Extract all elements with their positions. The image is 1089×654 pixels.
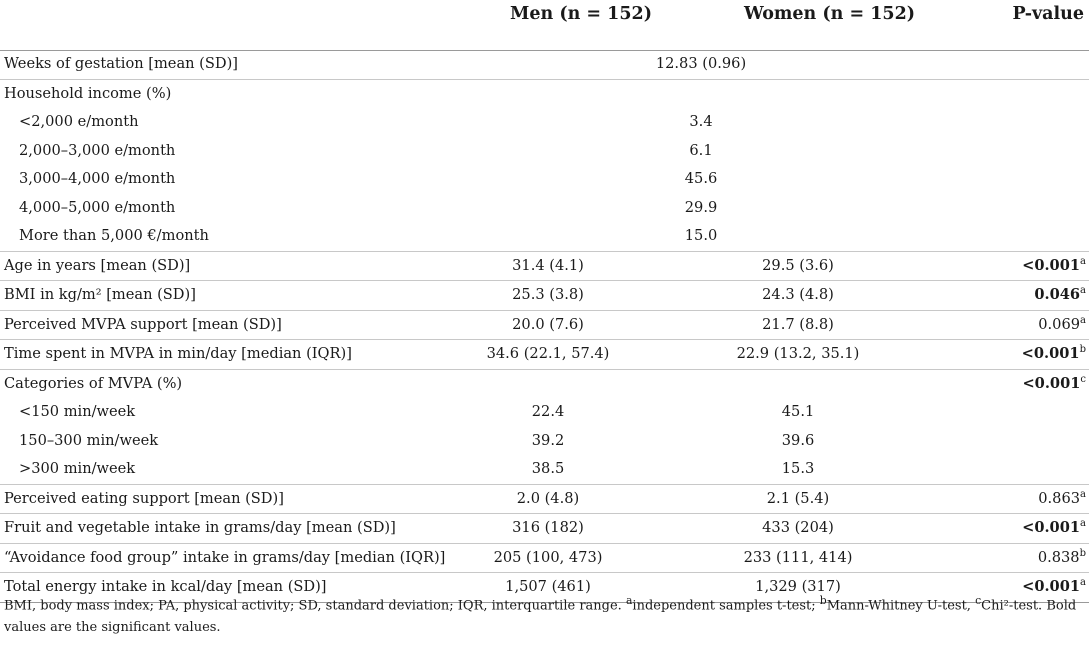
table-row: 150–300 min/week 39.2 39.6 (0, 427, 1089, 456)
table-row: <2,000 e/month 3.4 (0, 108, 1089, 137)
footnote-marker: a (1080, 577, 1086, 589)
footnote-marker: a (1080, 255, 1086, 267)
table-row: Categories of MVPA (%) <0.001c (0, 370, 1089, 399)
cell-women: 433 (204) (762, 519, 834, 536)
footnote-marker: c (1080, 373, 1086, 385)
cell-overall: 12.83 (0.96) (655, 55, 747, 72)
footnote-marker: a (1080, 314, 1086, 326)
footnote-marker: b (1079, 344, 1086, 356)
cell-p-value: 0.838b (1037, 547, 1086, 566)
cell-men: 20.0 (7.6) (512, 315, 584, 333)
row-label: Perceived MVPA support [mean (SD)] (4, 315, 282, 333)
footnote-marker: a (1080, 285, 1086, 297)
cell-women: 29.5 (3.6) (762, 256, 834, 274)
cell-p-value: 0.046a (1034, 285, 1086, 303)
footnote-marker: a (1080, 518, 1086, 530)
cell-women: 21.7 (8.8) (762, 315, 834, 333)
cell-p-value: 0.069a (1038, 314, 1086, 333)
row-label: Total energy intake in kcal/day [mean (S… (4, 578, 327, 595)
cell-men: 2.0 (4.8) (516, 489, 580, 507)
row-label: More than 5,000 €/month (19, 227, 209, 244)
cell-men: 205 (100, 473) (493, 548, 603, 566)
cell-men: 39.2 (531, 431, 565, 449)
footnote-marker: a (1080, 488, 1086, 500)
table-body: Weeks of gestation [mean (SD)] 12.83 (0.… (0, 50, 1089, 603)
cell-p-value: <0.001a (1022, 577, 1086, 595)
cell-women: 2.1 (5.4) (766, 489, 830, 507)
cell-women: 45.1 (781, 403, 815, 420)
table-row: 2,000–3,000 e/month 6.1 (0, 137, 1089, 166)
table-row: Perceived MVPA support [mean (SD)] 20.0 … (0, 311, 1089, 340)
cell-women: 15.3 (781, 460, 815, 477)
row-label: <2,000 e/month (19, 113, 139, 130)
cell-p-value: 0.863a (1038, 488, 1086, 507)
cell-women: 22.9 (13.2, 35.1) (736, 345, 860, 362)
cell-men: 22.4 (531, 403, 565, 420)
row-label: Perceived eating support [mean (SD)] (4, 489, 284, 507)
row-label: Household income (%) (4, 84, 172, 102)
column-header-men: Men (n = 152) (510, 4, 652, 24)
table-header: Men (n = 152) Women (n = 152) P-value (0, 0, 1089, 51)
cell-men: 25.3 (3.8) (512, 286, 584, 303)
row-label: BMI in kg/m² [mean (SD)] (4, 286, 196, 303)
cell-p-value: <0.001c (1022, 373, 1086, 392)
cell-overall: 6.1 (689, 141, 713, 159)
cell-men: 316 (182) (512, 519, 584, 536)
table-row: More than 5,000 €/month 15.0 (0, 222, 1089, 252)
cell-women: 1,329 (317) (755, 578, 841, 595)
table-row: Perceived eating support [mean (SD)] 2.0… (0, 485, 1089, 514)
column-header-p-value: P-value (1012, 4, 1084, 24)
row-label: Time spent in MVPA in min/day [median (I… (4, 345, 352, 362)
table-row: Fruit and vegetable intake in grams/day … (0, 514, 1089, 544)
footnote-marker: b (1079, 547, 1086, 559)
cell-overall: 3.4 (689, 113, 713, 130)
cell-men: 38.5 (531, 460, 565, 477)
row-label: Categories of MVPA (%) (4, 374, 183, 392)
cell-p-value: <0.001a (1022, 518, 1086, 536)
table-row: Age in years [mean (SD)] 31.4 (4.1) 29.5… (0, 252, 1089, 281)
column-header-women: Women (n = 152) (744, 4, 916, 24)
table-row: 3,000–4,000 e/month 45.6 (0, 165, 1089, 194)
cell-men: 1,507 (461) (505, 578, 591, 595)
cell-women: 233 (111, 414) (743, 548, 853, 566)
cell-overall: 45.6 (684, 170, 718, 187)
cell-overall: 15.0 (684, 227, 718, 244)
cell-p-value: <0.001b (1021, 344, 1086, 362)
row-label: Weeks of gestation [mean (SD)] (4, 55, 238, 72)
cell-women: 24.3 (4.8) (762, 286, 834, 303)
row-label: Fruit and vegetable intake in grams/day … (4, 519, 396, 536)
row-label: “Avoidance food group” intake in grams/d… (4, 548, 446, 566)
cell-overall: 29.9 (684, 198, 718, 216)
cell-p-value: <0.001a (1022, 255, 1086, 274)
row-label: 150–300 min/week (19, 431, 159, 449)
table-footnote: BMI, body mass index; PA, physical activ… (4, 594, 1077, 636)
row-label: 2,000–3,000 e/month (19, 141, 176, 159)
table-row: Weeks of gestation [mean (SD)] 12.83 (0.… (0, 50, 1089, 80)
row-label: >300 min/week (19, 460, 136, 477)
cell-men: 34.6 (22.1, 57.4) (486, 345, 610, 362)
table-row: >300 min/week 38.5 15.3 (0, 455, 1089, 485)
table-row: Household income (%) (0, 80, 1089, 109)
table-row: <150 min/week 22.4 45.1 (0, 398, 1089, 427)
row-label: 4,000–5,000 e/month (19, 198, 176, 216)
row-label: <150 min/week (19, 403, 136, 420)
row-label: 3,000–4,000 e/month (19, 170, 176, 187)
table-row: Time spent in MVPA in min/day [median (I… (0, 340, 1089, 370)
table-row: “Avoidance food group” intake in grams/d… (0, 544, 1089, 573)
table-row: Total energy intake in kcal/day [mean (S… (0, 573, 1089, 603)
table-row: BMI in kg/m² [mean (SD)] 25.3 (3.8) 24.3… (0, 281, 1089, 311)
table-row: 4,000–5,000 e/month 29.9 (0, 194, 1089, 223)
cell-men: 31.4 (4.1) (512, 256, 584, 274)
row-label: Age in years [mean (SD)] (4, 256, 191, 274)
cell-women: 39.6 (781, 431, 815, 449)
